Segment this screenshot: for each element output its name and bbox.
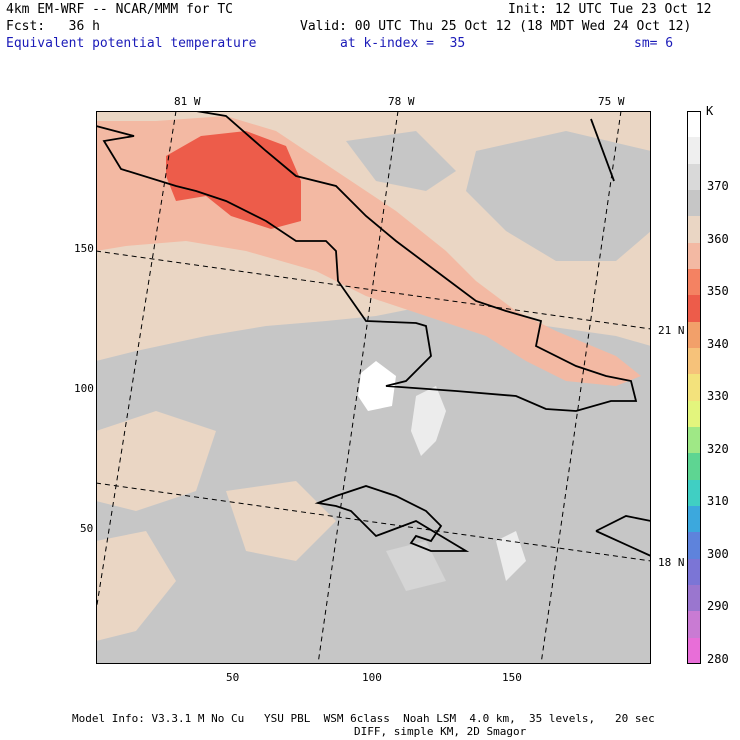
legend-swatch bbox=[687, 427, 701, 454]
coastline bbox=[96, 111, 651, 557]
band-355-spot bbox=[386, 541, 446, 591]
legend-swatch bbox=[687, 637, 701, 665]
legend-swatch bbox=[687, 400, 701, 428]
legend-frame bbox=[687, 111, 701, 664]
x-tick-150: 150 bbox=[502, 671, 522, 684]
legend-swatch bbox=[687, 348, 701, 375]
legend-level-label: 280 bbox=[707, 651, 729, 666]
legend-swatch bbox=[687, 163, 701, 191]
map-frame bbox=[96, 111, 651, 664]
band-350-sw bbox=[96, 411, 216, 511]
band-360-spot bbox=[411, 386, 446, 456]
legend-swatch bbox=[687, 453, 701, 481]
legend-level-label: 370 bbox=[707, 179, 729, 193]
legend-swatch bbox=[687, 269, 701, 296]
model-info: Model Info: V3.3.1 M No Cu YSU PBL WSM 6… bbox=[72, 712, 655, 725]
gray-patch-n bbox=[346, 131, 456, 191]
k-index: at k-index = 35 bbox=[340, 36, 466, 51]
graticule bbox=[96, 111, 651, 664]
model-info-2: DIFF, simple KM, 2D Smagor bbox=[354, 725, 527, 738]
legend-swatch bbox=[687, 479, 701, 507]
legend-level-label: 330 bbox=[707, 389, 729, 403]
band-350-c bbox=[226, 481, 336, 561]
legend-level-label: 360 bbox=[707, 231, 729, 246]
legend-level-label: 350 bbox=[707, 284, 729, 298]
smoothing-label: sm= 6 bbox=[634, 36, 674, 51]
band-350-s bbox=[96, 531, 176, 641]
valid-time: Valid: 00 UTC Thu 25 Oct 12 (18 MDT Wed … bbox=[300, 19, 692, 34]
legend-swatch bbox=[687, 295, 701, 323]
gray-patch-ne bbox=[466, 131, 651, 261]
band-360-spot2 bbox=[496, 531, 526, 581]
init-time: Init: 12 UTC Tue 23 Oct 12 bbox=[508, 2, 712, 17]
legend-swatch bbox=[687, 321, 701, 349]
theta-e-map bbox=[96, 111, 651, 664]
field-name: Equivalent potential temperature bbox=[6, 36, 257, 51]
legend-swatch bbox=[687, 190, 701, 217]
legend-swatch bbox=[687, 532, 701, 560]
band-370-spot bbox=[358, 361, 396, 411]
legend-level-label: 310 bbox=[707, 494, 729, 508]
x-tick-50: 50 bbox=[226, 671, 240, 684]
legend-swatch bbox=[687, 111, 701, 138]
legend-level-label: 320 bbox=[707, 441, 729, 456]
lon-label-78w: 78 W bbox=[388, 95, 415, 108]
forecast-hour: Fcst: 36 h bbox=[6, 19, 100, 34]
legend-swatch bbox=[687, 137, 701, 165]
lon-label-75w: 75 W bbox=[598, 95, 625, 108]
legend-swatch bbox=[687, 585, 701, 612]
legend-swatch bbox=[687, 216, 701, 244]
legend-swatch bbox=[687, 558, 701, 586]
band-330-core bbox=[166, 131, 301, 229]
legend-swatch bbox=[687, 506, 701, 533]
legend-swatch bbox=[687, 611, 701, 639]
legend-swatch bbox=[687, 374, 701, 402]
lon-label-81w: 81 W bbox=[174, 95, 201, 108]
legend-swatch bbox=[687, 242, 701, 270]
legend-level-label: 290 bbox=[707, 599, 729, 613]
y-tick-100: 100 bbox=[74, 382, 94, 395]
legend-level-label: 340 bbox=[707, 336, 729, 351]
color-legend bbox=[687, 111, 701, 665]
x-tick-100: 100 bbox=[362, 671, 382, 684]
legend-level-label: 300 bbox=[707, 546, 729, 561]
lat-label-21n: 21 N bbox=[658, 324, 685, 337]
model-title: 4km EM-WRF -- NCAR/MMM for TC bbox=[6, 2, 233, 17]
y-tick-150: 150 bbox=[74, 242, 94, 255]
y-tick-50: 50 bbox=[80, 522, 94, 535]
legend-unit: K bbox=[706, 104, 714, 118]
lat-label-18n: 18 N bbox=[658, 556, 685, 569]
